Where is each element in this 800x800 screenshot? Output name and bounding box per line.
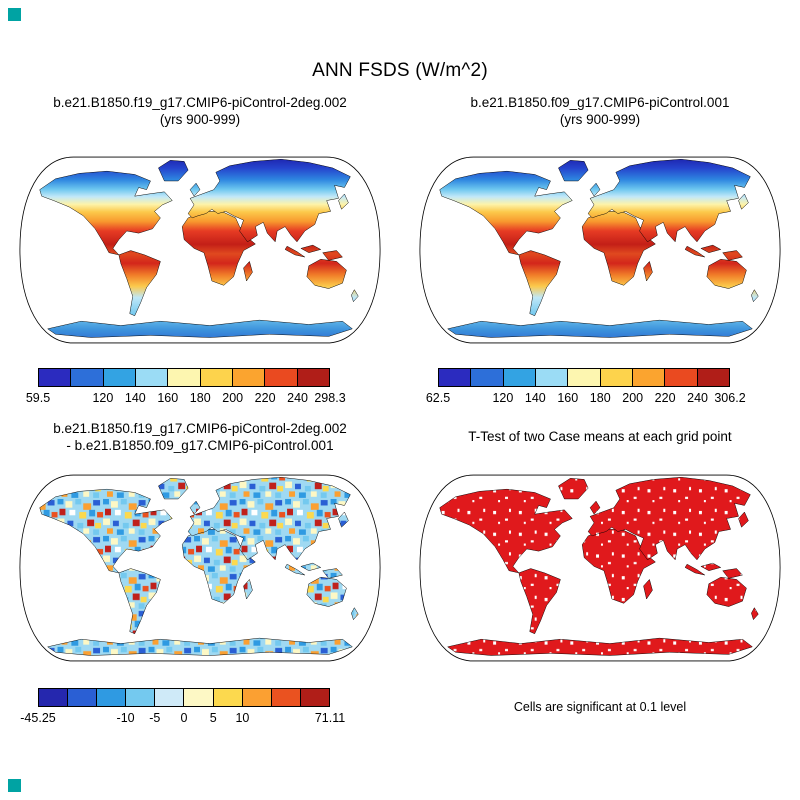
world-map-top-right	[419, 156, 781, 344]
colorbar-segment	[568, 369, 601, 386]
panel-title-top-left: b.e21.B1850.f19_g17.CMIP6-piControl-2deg…	[0, 94, 400, 128]
colorbar-segment	[97, 689, 127, 706]
colorbar-segments	[438, 368, 730, 387]
colorbar-segment	[200, 369, 233, 386]
panel-title-line: b.e21.B1850.f19_g17.CMIP6-piControl-2deg…	[53, 95, 347, 110]
colorbar-tick-label: 140	[524, 391, 546, 405]
colorbar-ticks: -45.25 -10 -5 0 5 10 71.11	[20, 711, 345, 727]
page-title: ANN FSDS (W/m^2)	[312, 60, 488, 81]
colorbar-segment	[242, 689, 272, 706]
colorbar-tick-label: 298.3	[314, 391, 346, 405]
continents-significance	[439, 476, 759, 657]
world-map-difference	[19, 474, 381, 662]
colorbar-segment	[71, 369, 104, 386]
panel-title-bottom-left: b.e21.B1850.f19_g17.CMIP6-piControl-2deg…	[0, 420, 400, 454]
colorbar-segment	[271, 689, 301, 706]
panel-subtitle: (yrs 900-999)	[159, 112, 241, 127]
colorbar-tick-label: 59.5	[25, 391, 51, 405]
colorbar-segment	[155, 689, 185, 706]
continents-climatology	[439, 158, 759, 339]
colorbar-tick-label: 10	[235, 711, 250, 725]
colorbar-tick-label: 180	[589, 391, 611, 405]
panel-subtitle: (yrs 900-999)	[559, 112, 641, 127]
panel-title-line2: - b.e21.B1850.f09_g17.CMIP6-piControl.00…	[66, 438, 334, 453]
colorbar-segments	[38, 368, 330, 387]
colorbar-tick-label: 200	[622, 391, 644, 405]
colorbar-segment	[265, 369, 298, 386]
colorbar-tick-label: 120	[92, 391, 114, 405]
colorbar-segment	[39, 689, 69, 706]
panel-title-line: b.e21.B1850.f09_g17.CMIP6-piControl.001	[470, 95, 730, 110]
colorbar-tick-label: 160	[157, 391, 179, 405]
colorbar-tick-label: 180	[189, 391, 211, 405]
colorbar-difference: -45.25 -10 -5 0 5 10 71.11	[20, 688, 345, 727]
colorbar-tick-label: 220	[654, 391, 676, 405]
colorbar-tick-label: -45.25	[20, 711, 56, 725]
colorbar-segment	[471, 369, 504, 386]
colorbar-segment	[126, 689, 156, 706]
colorbar-segment	[39, 369, 72, 386]
world-map-top-left	[19, 156, 381, 344]
significance-note: Cells are significant at 0.1 level	[513, 700, 687, 714]
colorbar-top-left: 59.5 120 140 160 180 200 220 240 298.3	[26, 368, 346, 407]
colorbar-segment	[103, 369, 136, 386]
continents-difference	[39, 476, 359, 657]
colorbar-segment	[213, 689, 243, 706]
colorbar-tick-label: 0	[180, 711, 188, 725]
teal-corner-marker-bottom	[8, 779, 21, 792]
colorbar-segment	[232, 369, 266, 386]
panel-title-line: T-Test of two Case means at each grid po…	[468, 429, 732, 444]
colorbar-ticks: 62.5 120 140 160 180 200 220 240 306.2	[426, 391, 746, 407]
colorbar-segments	[38, 688, 330, 707]
colorbar-ticks: 59.5 120 140 160 180 200 220 240 298.3	[26, 391, 346, 407]
colorbar-tick-label: 120	[492, 391, 514, 405]
colorbar-segment	[168, 369, 201, 386]
colorbar-tick-label: 200	[222, 391, 244, 405]
colorbar-tick-label: 240	[687, 391, 708, 405]
continents-climatology	[39, 158, 359, 339]
colorbar-segment	[300, 689, 329, 706]
colorbar-segment	[135, 369, 169, 386]
colorbar-segment	[503, 369, 536, 386]
colorbar-tick-label: 5	[209, 711, 217, 725]
colorbar-segment	[184, 689, 214, 706]
panel-title-top-right: b.e21.B1850.f09_g17.CMIP6-piControl.001 (…	[400, 94, 800, 128]
colorbar-segment	[665, 369, 698, 386]
teal-corner-marker-top	[8, 8, 21, 21]
colorbar-tick-label: 306.2	[714, 391, 746, 405]
panel-title-line: b.e21.B1850.f19_g17.CMIP6-piControl-2deg…	[53, 421, 347, 436]
colorbar-tick-label: 240	[287, 391, 308, 405]
colorbar-segment	[632, 369, 666, 386]
colorbar-segment	[697, 369, 729, 386]
colorbar-segment	[535, 369, 569, 386]
colorbar-tick-label: 160	[557, 391, 579, 405]
colorbar-segment	[439, 369, 472, 386]
colorbar-tick-label: 140	[124, 391, 146, 405]
world-map-ttest	[419, 474, 781, 662]
colorbar-top-right: 62.5 120 140 160 180 200 220 240 306.2	[426, 368, 746, 407]
colorbar-tick-label: -5	[149, 711, 161, 725]
colorbar-tick-label: 220	[254, 391, 276, 405]
colorbar-tick-label: -10	[116, 711, 135, 725]
colorbar-segment	[68, 689, 98, 706]
colorbar-segment	[600, 369, 633, 386]
colorbar-tick-label: 62.5	[425, 391, 451, 405]
colorbar-tick-label: 71.11	[314, 711, 346, 725]
colorbar-segment	[297, 369, 329, 386]
panel-title-bottom-right: T-Test of two Case means at each grid po…	[400, 428, 800, 445]
